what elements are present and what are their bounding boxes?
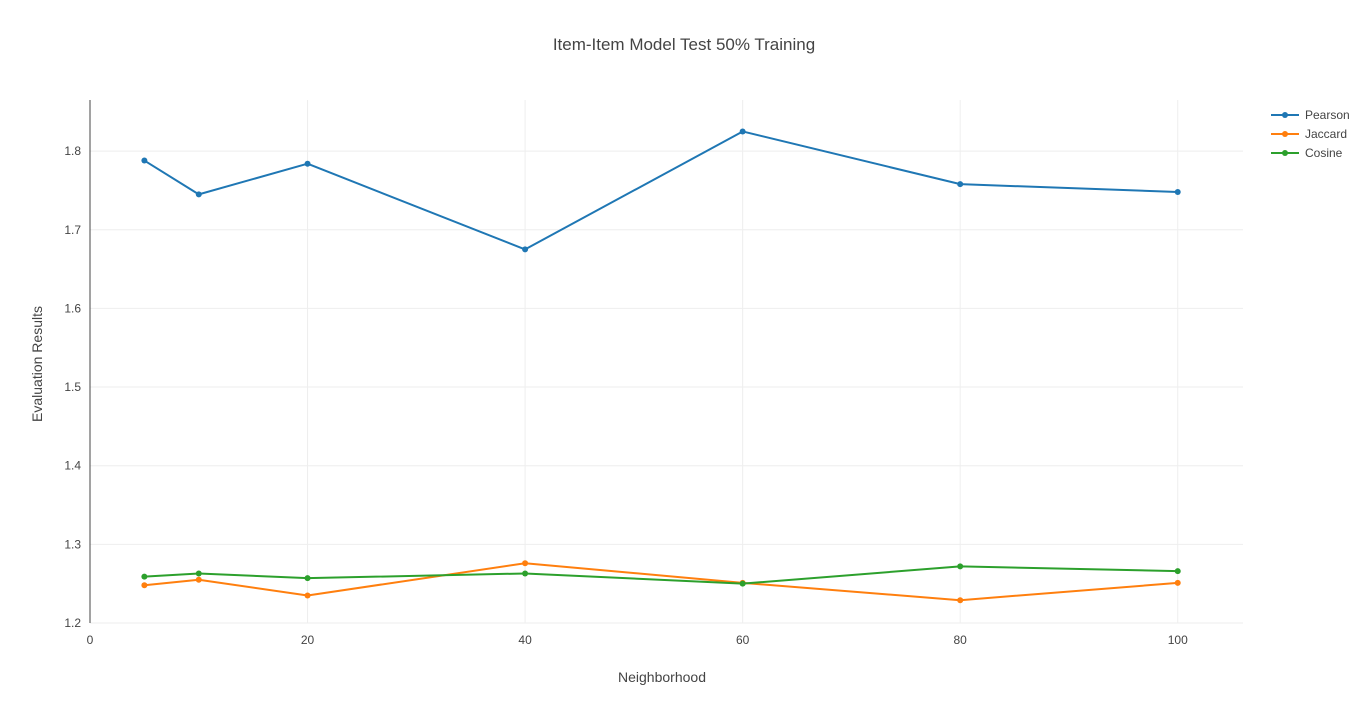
data-point-pearson	[304, 160, 311, 167]
series-line-jaccard	[144, 562, 1178, 602]
data-point-jaccard	[522, 560, 529, 567]
y-tick-label: 1.2	[64, 616, 81, 630]
data-point-jaccard	[957, 597, 964, 604]
grid-lines	[90, 100, 1243, 624]
legend-item-cosine[interactable]: Cosine	[1271, 146, 1343, 160]
legend-label-jaccard: Jaccard	[1305, 127, 1347, 141]
y-tick-label: 1.8	[64, 144, 81, 158]
y-axis-title: Evaluation Results	[29, 306, 45, 422]
x-tick-labels: 0 20 40 60 80 100	[87, 633, 1188, 647]
x-tick-label: 20	[301, 633, 315, 647]
data-point-pearson	[739, 128, 746, 135]
data-point-jaccard	[304, 592, 311, 599]
y-tick-label: 1.4	[64, 459, 81, 473]
series-lines	[141, 128, 1181, 604]
data-point-cosine	[739, 580, 746, 587]
series-jaccard	[141, 560, 1181, 604]
data-point-jaccard	[141, 582, 148, 589]
legend[interactable]: Pearson Jaccard Cosine	[1271, 108, 1350, 160]
x-axis-title: Neighborhood	[618, 669, 706, 685]
data-point-pearson	[1174, 189, 1181, 196]
legend-marker-cosine	[1282, 150, 1288, 156]
data-point-cosine	[1174, 568, 1181, 575]
data-point-jaccard	[195, 576, 202, 583]
x-tick-label: 80	[954, 633, 968, 647]
y-tick-label: 1.5	[64, 380, 81, 394]
y-tick-label: 1.3	[64, 537, 81, 551]
data-point-pearson	[522, 246, 529, 253]
y-tick-label: 1.7	[64, 223, 81, 237]
y-tick-label: 1.6	[64, 301, 81, 315]
x-tick-label: 60	[736, 633, 750, 647]
chart-title: Item-Item Model Test 50% Training	[553, 35, 815, 54]
data-point-cosine	[957, 563, 964, 570]
x-tick-label: 40	[518, 633, 532, 647]
data-point-cosine	[304, 575, 311, 582]
data-point-cosine	[195, 570, 202, 577]
legend-item-jaccard[interactable]: Jaccard	[1271, 127, 1347, 141]
series-cosine	[141, 563, 1181, 587]
legend-marker-jaccard	[1282, 131, 1288, 137]
legend-label-pearson: Pearson	[1305, 108, 1350, 122]
data-point-cosine	[522, 570, 529, 577]
data-point-pearson	[141, 157, 148, 164]
legend-marker-pearson	[1282, 112, 1288, 118]
y-tick-labels: 1.2 1.3 1.4 1.5 1.6 1.7 1.8	[64, 144, 81, 630]
data-point-pearson	[195, 191, 202, 198]
data-point-jaccard	[1174, 579, 1181, 586]
data-point-cosine	[141, 573, 148, 580]
series-pearson	[141, 128, 1181, 253]
x-tick-label: 100	[1168, 633, 1188, 647]
legend-item-pearson[interactable]: Pearson	[1271, 108, 1350, 122]
data-point-pearson	[957, 181, 964, 188]
legend-label-cosine: Cosine	[1305, 146, 1343, 160]
x-tick-label: 0	[87, 633, 94, 647]
series-line-pearson	[143, 130, 1178, 251]
